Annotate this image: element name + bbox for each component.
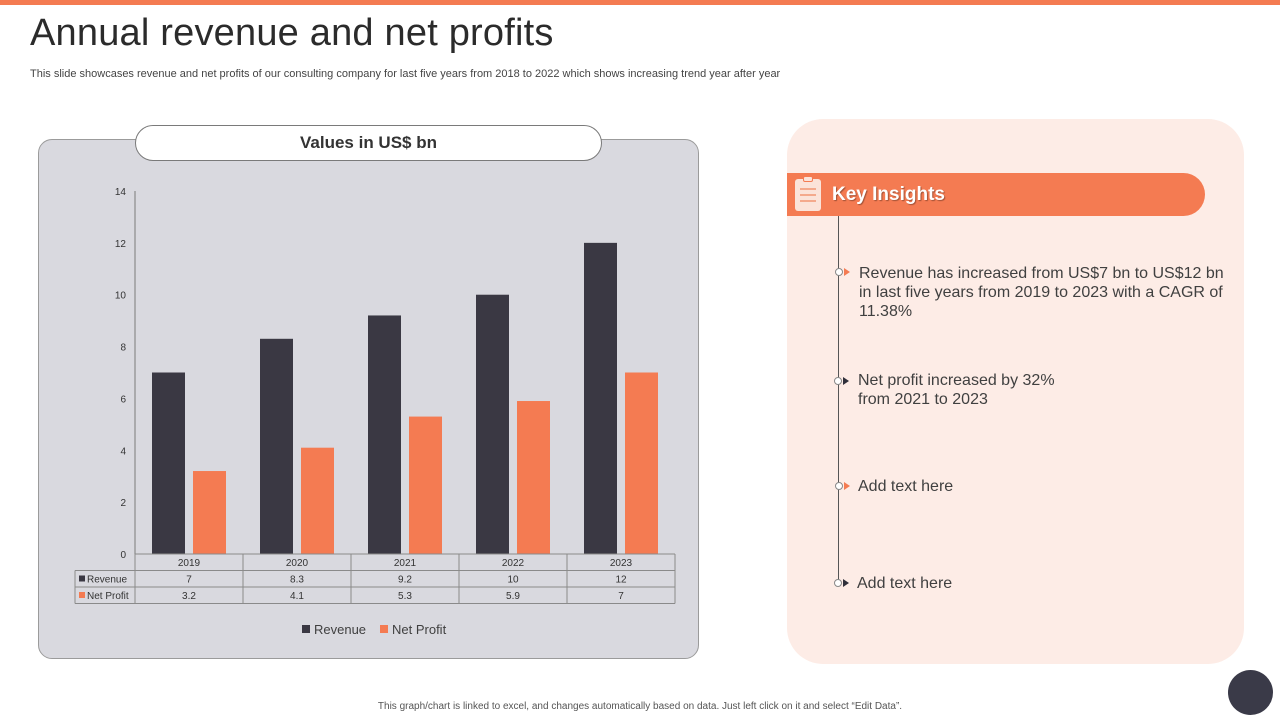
y-tick-label: 2 xyxy=(120,498,126,509)
table-data-label: 7 xyxy=(618,591,624,602)
table-data-label: 3.2 xyxy=(182,591,196,602)
page-subtitle: This slide showcases revenue and net pro… xyxy=(30,68,781,80)
insight-arrow-icon-1 xyxy=(844,268,850,276)
corner-circle-decoration xyxy=(1228,670,1273,715)
net-profit-bar xyxy=(301,447,334,554)
legend-net-profit-swatch xyxy=(380,625,388,633)
table-data-label: 7 xyxy=(186,575,192,586)
insight-bullet-4 xyxy=(834,579,842,587)
table-data-label: 8.3 xyxy=(290,575,304,586)
insights-title: Key Insights xyxy=(832,184,945,205)
revenue-bar xyxy=(584,242,617,554)
insight-arrow-icon-3 xyxy=(844,482,850,490)
table-series-label: Revenue xyxy=(87,575,127,586)
legend-net-profit-label: Net Profit xyxy=(392,622,447,637)
net-profit-bar xyxy=(193,471,226,554)
table-legend-key xyxy=(79,592,85,598)
insight-text-1: Revenue has increased from US$7 bn to US… xyxy=(859,265,1224,320)
x-category-label: 2022 xyxy=(502,558,525,569)
legend-revenue-label: Revenue xyxy=(314,622,366,637)
revenue-bar xyxy=(260,338,293,554)
top-accent-bar xyxy=(0,0,1280,5)
insight-text-4: Add text here xyxy=(857,575,953,592)
y-tick-label: 6 xyxy=(120,394,126,405)
chart-header: Values in US$ bn xyxy=(135,125,602,161)
x-category-label: 2019 xyxy=(178,558,201,569)
y-tick-label: 8 xyxy=(120,343,126,354)
revenue-bar xyxy=(368,315,401,554)
net-profit-bar xyxy=(517,401,550,554)
revenue-bar xyxy=(476,294,509,554)
table-series-label: Net Profit xyxy=(87,591,129,602)
table-data-label: 5.9 xyxy=(506,591,520,602)
table-data-label: 4.1 xyxy=(290,591,304,602)
table-data-label: 10 xyxy=(507,575,519,586)
x-category-label: 2021 xyxy=(394,558,417,569)
table-data-label: 12 xyxy=(615,575,627,586)
table-data-label: 5.3 xyxy=(398,591,412,602)
net-profit-bar xyxy=(409,416,442,554)
table-legend-key xyxy=(79,575,85,582)
y-tick-label: 14 xyxy=(115,187,127,198)
page-title: Annual revenue and net profits xyxy=(30,12,554,54)
insight-bullet-1 xyxy=(835,268,843,276)
insight-bullet-2 xyxy=(834,377,842,385)
y-tick-label: 12 xyxy=(115,239,127,250)
legend-revenue-swatch xyxy=(302,625,310,633)
insights-header-bar xyxy=(787,173,1205,216)
x-category-label: 2023 xyxy=(610,558,633,569)
net-profit-bar xyxy=(625,372,658,554)
y-tick-label: 4 xyxy=(120,446,126,457)
insight-arrow-icon-4 xyxy=(843,579,849,587)
insights-timeline xyxy=(838,216,839,584)
y-tick-label: 10 xyxy=(115,291,127,302)
insight-arrow-icon-2 xyxy=(843,377,849,385)
revenue-bar xyxy=(152,372,185,554)
clipboard-icon xyxy=(795,176,821,211)
footer-note: This graph/chart is linked to excel, and… xyxy=(377,701,903,712)
x-category-label: 2020 xyxy=(286,558,309,569)
insight-text-3: Add text here xyxy=(858,478,954,495)
table-data-label: 9.2 xyxy=(398,575,412,586)
insight-text-2: Net profit increased by 32% from 2021 to… xyxy=(858,372,1055,408)
insight-bullet-3 xyxy=(835,482,843,490)
y-tick-label: 0 xyxy=(120,550,126,561)
